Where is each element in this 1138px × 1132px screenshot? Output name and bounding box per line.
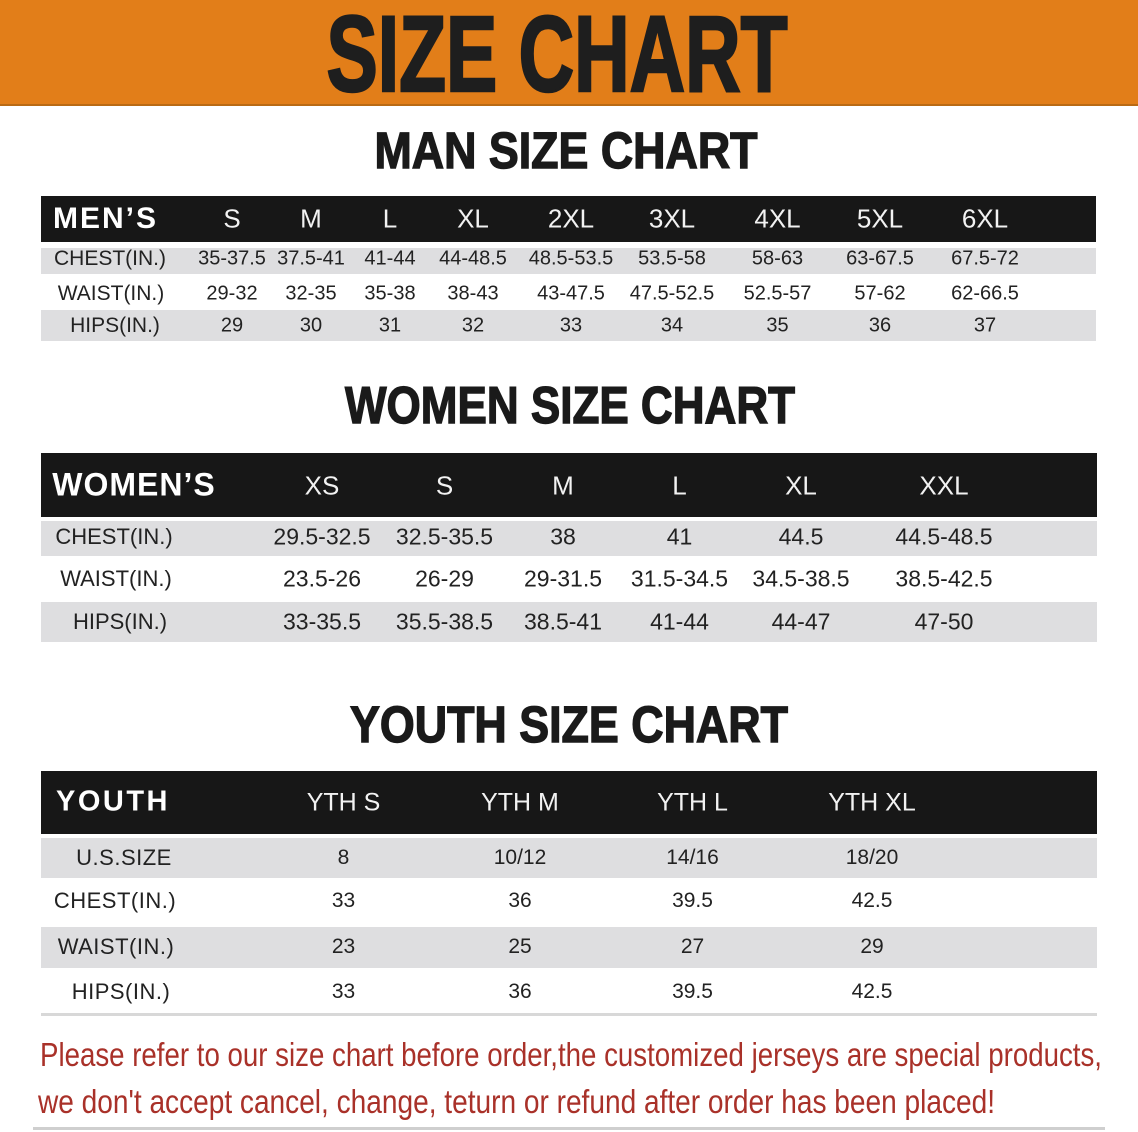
svg-text:YOUTH SIZE CHART: YOUTH SIZE CHART [350, 696, 788, 753]
svg-text:MAN SIZE CHART: MAN SIZE CHART [375, 122, 758, 179]
svg-text:we don't accept cancel, change: we don't accept cancel, change, teturn o… [37, 1083, 995, 1120]
svg-text:Please refer to our size chart: Please refer to our size chart before or… [40, 1036, 1102, 1073]
svg-text:SIZE CHART: SIZE CHART [327, 0, 788, 114]
svg-text:WOMEN SIZE CHART: WOMEN SIZE CHART [345, 377, 795, 435]
